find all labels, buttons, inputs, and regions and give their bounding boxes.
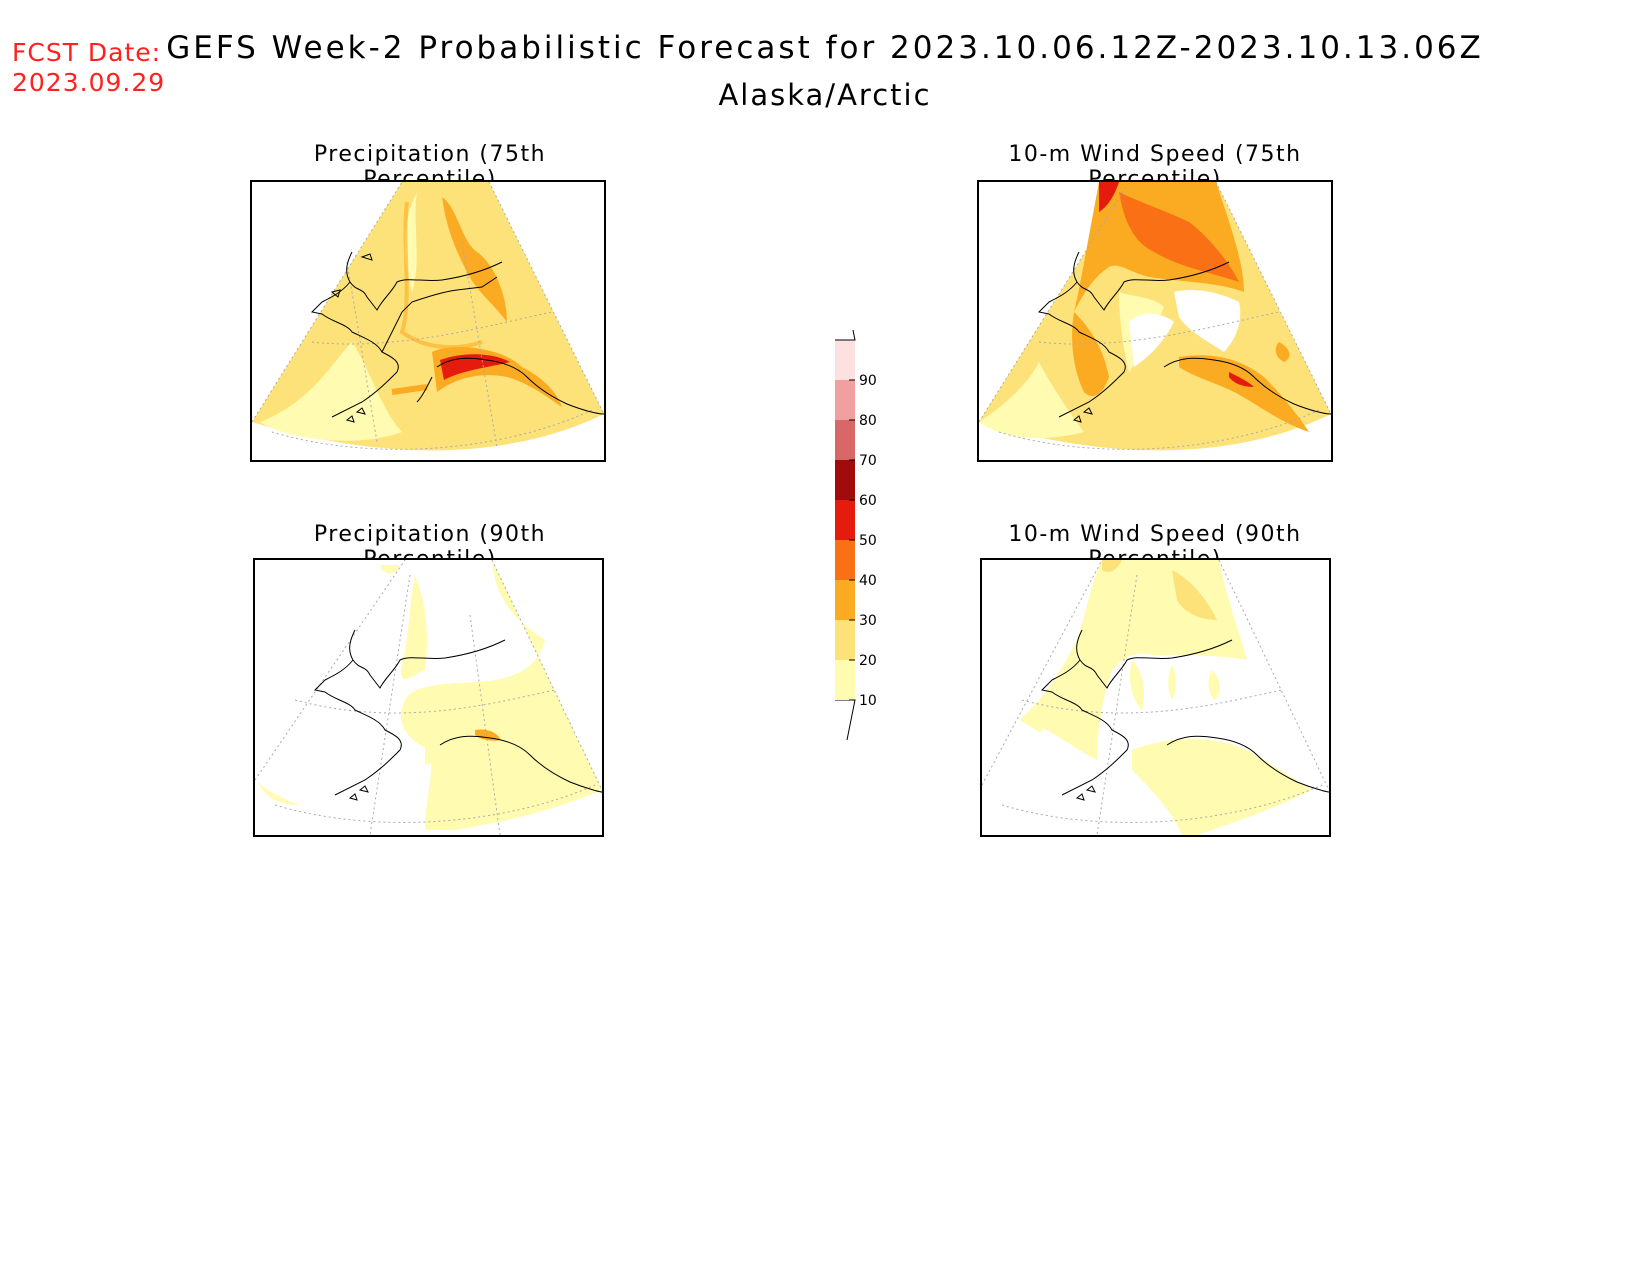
colorbar-label-60: 60 (859, 493, 877, 509)
colorbar-swatch-70 (835, 420, 855, 460)
page-subtitle: Alaska/Arctic (718, 78, 932, 112)
map-precip-90 (253, 558, 604, 837)
colorbar-label-10: 10 (859, 693, 877, 709)
colorbar-swatch-60 (835, 460, 855, 500)
page-title: GEFS Week-2 Probabilistic Forecast for 2… (166, 30, 1484, 66)
colorbar-label-20: 20 (859, 653, 877, 669)
colorbar-swatch-30 (835, 580, 855, 620)
colorbar-label-90: 90 (859, 373, 877, 389)
map-wind-75 (977, 180, 1333, 462)
colorbar-swatch-10 (835, 660, 855, 700)
colorbar-label-70: 70 (859, 453, 877, 469)
colorbar-swatch-80 (835, 380, 855, 420)
map-precip-75-canvas (252, 182, 604, 451)
colorbar-label-30: 30 (859, 613, 877, 629)
map-precip-90-canvas (255, 560, 602, 835)
colorbar-canvas: 10 20 30 40 50 60 70 80 90 (835, 299, 877, 741)
colorbar-label-80: 80 (859, 413, 877, 429)
map-wind-90 (980, 558, 1331, 837)
colorbar-upper-extension (835, 299, 856, 341)
colorbar: 10 20 30 40 50 60 70 80 90 (810, 299, 900, 750)
forecast-date-label: FCST Date: (12, 38, 162, 67)
map-wind-90-canvas (982, 560, 1329, 835)
forecast-date-value: 2023.09.29 (12, 68, 166, 97)
colorbar-swatch-20 (835, 620, 855, 660)
forecast-date-block: FCST Date: 2023.09.29 (12, 38, 165, 98)
colorbar-label-40: 40 (859, 573, 877, 589)
map-precip-75 (250, 180, 606, 462)
colorbar-swatch-40 (835, 540, 855, 580)
map-wind-75-canvas (979, 182, 1331, 451)
panel-title-wind-75: 10-m Wind Speed (75th Percentile) (1008, 142, 1302, 192)
colorbar-swatch-90 (835, 340, 855, 380)
colorbar-label-50: 50 (859, 533, 877, 549)
colorbar-swatch-50 (835, 500, 855, 540)
colorbar-lower-extension (835, 699, 856, 741)
